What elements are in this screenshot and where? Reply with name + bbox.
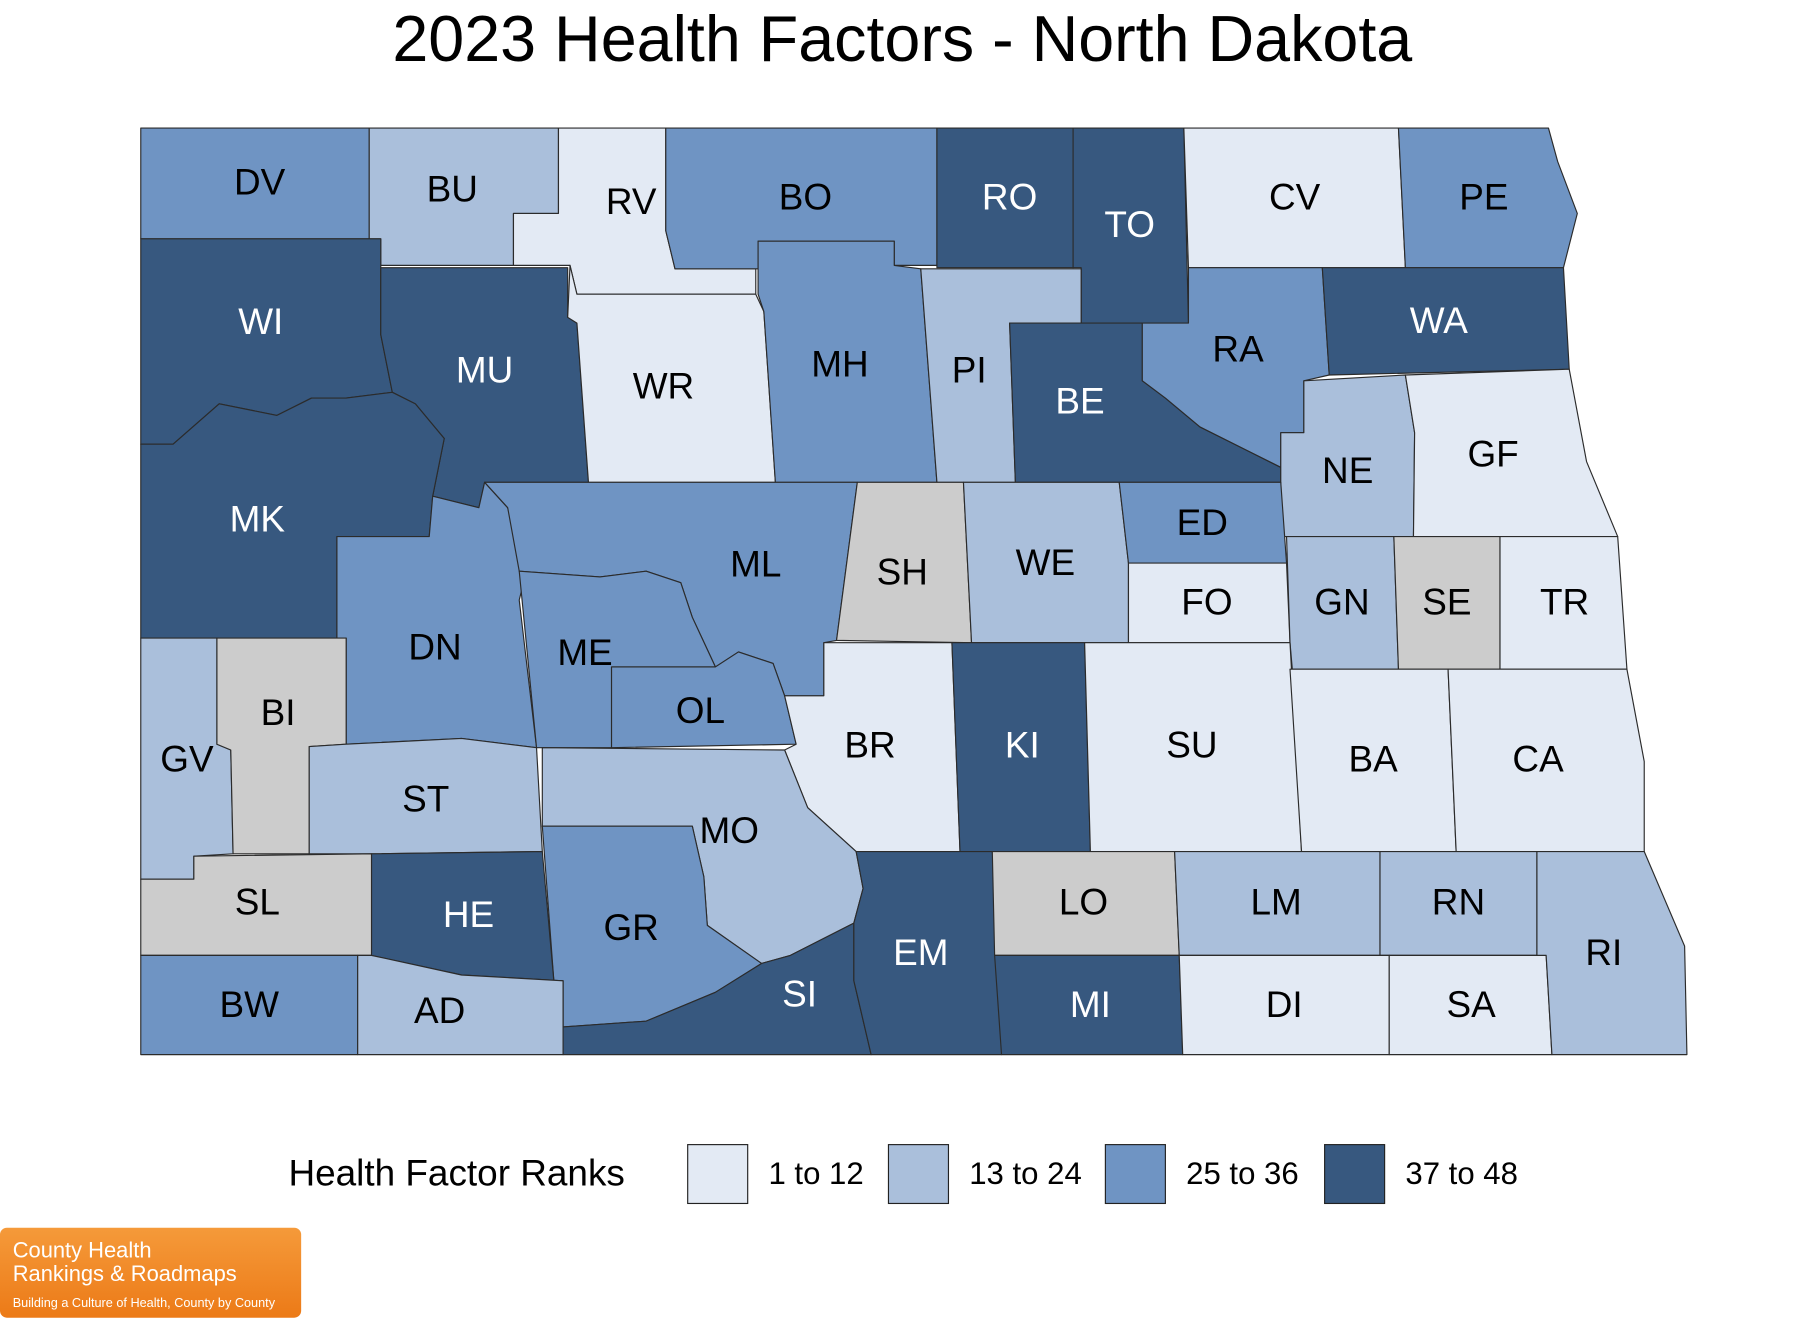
legend-label: 25 to 36 (1186, 1156, 1299, 1191)
county-label: CA (1512, 738, 1564, 779)
county-label: SU (1166, 724, 1217, 765)
county-label: MH (811, 344, 868, 385)
legend-swatch (1324, 1144, 1386, 1205)
legend-label: 13 to 24 (969, 1156, 1082, 1191)
legend-swatch (1104, 1144, 1166, 1205)
legend-swatch (687, 1144, 749, 1205)
county-label: MU (456, 349, 513, 390)
county-label: WA (1410, 300, 1468, 341)
county-label: RI (1585, 932, 1622, 973)
county-label: GF (1467, 434, 1518, 475)
county-label: OL (676, 690, 725, 731)
county (1536, 850, 1688, 1056)
map-title: 2023 Health Factors - North Dakota (392, 3, 1412, 75)
county-label: PE (1459, 176, 1508, 217)
county-label: FO (1181, 581, 1232, 622)
logo-line: County Health (13, 1238, 152, 1263)
county (610, 651, 797, 749)
county (357, 954, 564, 1056)
county-label: GV (160, 738, 214, 779)
county (308, 737, 543, 855)
legend-label: 1 to 12 (768, 1156, 863, 1191)
legend-title: Health Factor Ranks (288, 1153, 624, 1194)
county-label: ME (557, 632, 612, 673)
county-label: GN (1314, 581, 1369, 622)
county-label: ML (730, 543, 781, 584)
county-label: ST (402, 779, 449, 820)
county-label: EM (893, 932, 948, 973)
county-label: BA (1348, 738, 1398, 779)
logo-tagline: Building a Culture of Health, County by … (13, 1296, 276, 1310)
county-label: GR (603, 907, 658, 948)
county-label: BE (1055, 381, 1104, 422)
county-label: PI (952, 349, 987, 390)
county-label: DI (1266, 984, 1303, 1025)
county-label: RO (982, 176, 1037, 217)
county-label: MI (1070, 984, 1111, 1025)
county (1141, 267, 1330, 468)
county-label: SL (235, 881, 280, 922)
county-label: ED (1177, 502, 1228, 543)
county-label: RA (1212, 329, 1264, 370)
county-label: DN (408, 626, 461, 667)
county-label: WI (238, 301, 283, 342)
county-label: BW (220, 984, 280, 1025)
county-label: BI (261, 692, 296, 733)
county-label: MO (700, 810, 759, 851)
county-label: DV (234, 161, 286, 202)
county-label: AD (414, 990, 465, 1031)
county-label: HE (443, 894, 494, 935)
county-label: BU (427, 168, 478, 209)
logo-box (0, 1227, 302, 1318)
county-label: LM (1251, 881, 1302, 922)
county-label: WR (633, 366, 694, 407)
county-label: SI (782, 974, 817, 1015)
county-label: CV (1269, 176, 1321, 217)
logo: County Health Rankings & Roadmaps Buildi… (0, 1227, 302, 1318)
county-label: RN (1432, 881, 1485, 922)
legend-swatch (887, 1144, 950, 1205)
logo-line: Rankings & Roadmaps (13, 1261, 237, 1286)
county-label: BR (844, 724, 895, 765)
county-label: SH (877, 551, 928, 592)
county-label: TO (1104, 204, 1155, 245)
counties: DV BU RV BO RO TO CV PE WI MU WR MH PI BE RA WA NE GF MK DN… (140, 127, 1688, 1056)
county-label: BO (779, 176, 832, 217)
county-label: WE (1016, 542, 1075, 583)
county (562, 922, 872, 1056)
county-label: SE (1422, 581, 1471, 622)
county-label: SA (1447, 984, 1497, 1025)
legend: Health Factor Ranks 1 to 12 13 to 24 25 to… (288, 1144, 1518, 1205)
county-label: RV (606, 181, 657, 222)
county-label: NE (1322, 450, 1373, 491)
county-label: TR (1540, 581, 1589, 622)
legend-label: 37 to 48 (1405, 1156, 1518, 1191)
county-label: MK (230, 498, 286, 539)
county-label: LO (1059, 881, 1108, 922)
county (1447, 668, 1645, 853)
county-label: KI (1005, 724, 1040, 765)
